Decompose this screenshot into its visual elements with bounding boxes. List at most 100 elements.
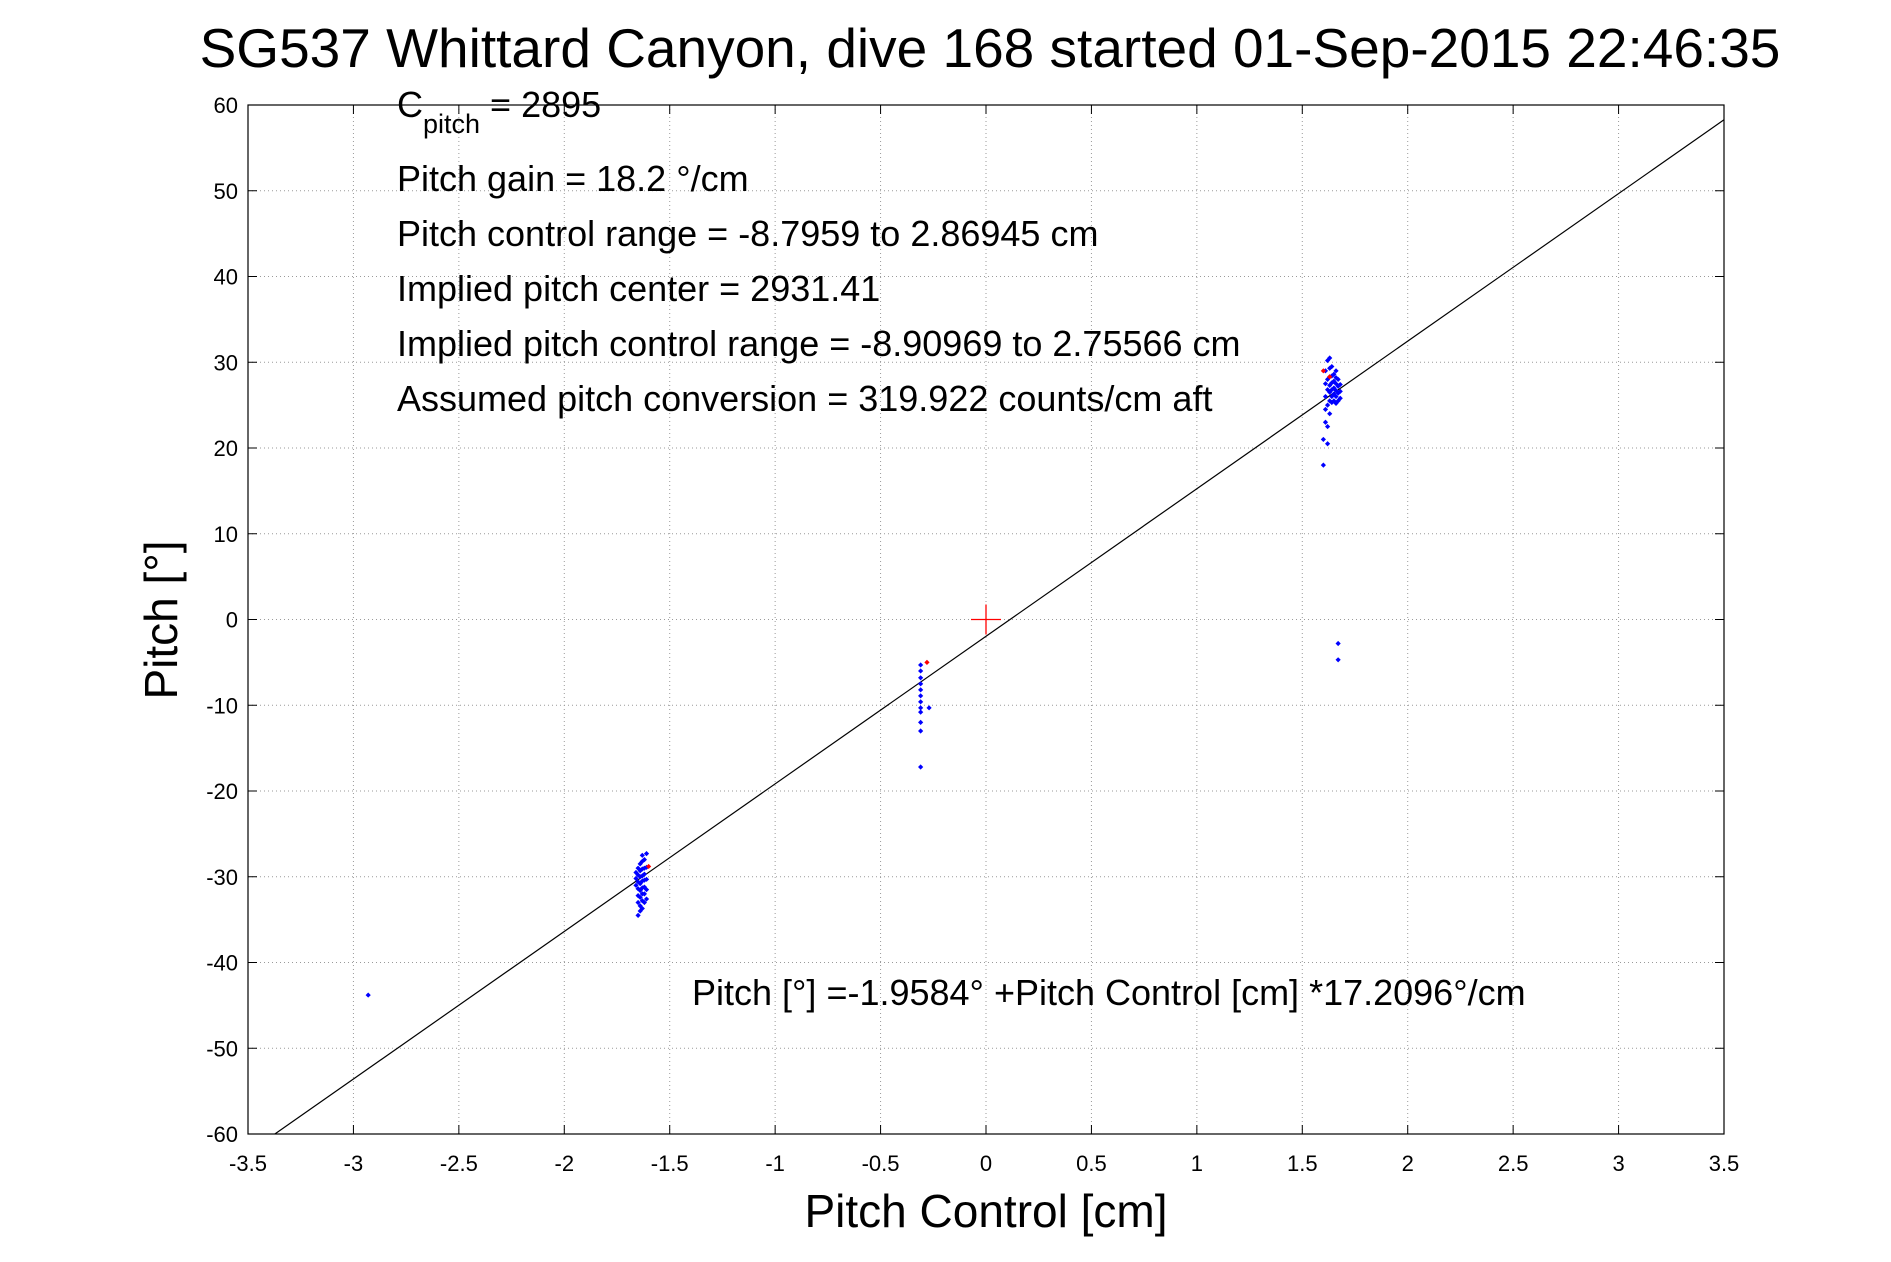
fit-equation-annotation: Pitch [°] =-1.9584° +Pitch Control [cm] … [692,972,1526,1013]
data-point [635,912,641,918]
y-tick-label: -40 [206,951,238,976]
data-point [918,699,924,705]
data-point [1337,388,1343,395]
data-point [918,728,924,734]
x-tick-label: 3 [1612,1151,1624,1176]
data-point [637,868,643,874]
data-point [1320,462,1326,468]
data-point [1322,406,1329,413]
c-pitch-subscript: pitch [423,109,480,139]
data-point [1324,423,1331,430]
x-tick-label: 0 [980,1151,992,1176]
data-point [918,687,924,693]
c-pitch-annotation: Cpitch = 2895 [397,84,601,139]
data-point [639,905,645,912]
y-tick-label: -10 [206,693,238,718]
data-point [635,886,641,892]
data-point [1333,368,1339,374]
data-point [918,705,924,711]
data-point [1327,411,1333,417]
data-point [641,871,648,877]
plot-frame [247,104,1725,1135]
data-point [633,882,639,888]
y-tick-label: -20 [206,779,238,804]
data-point [643,887,650,893]
data-point [633,875,639,882]
data-point [643,850,650,857]
data-point [918,709,924,715]
y-tick-label: 30 [214,350,238,375]
data-point [1331,398,1337,404]
x-tick-label: -3 [344,1151,364,1176]
x-tick-label: 3.5 [1709,1151,1740,1176]
data-point [635,899,641,906]
y-tick-label: 10 [214,522,238,547]
data-point [1331,378,1337,384]
x-tick-label: -1.5 [651,1151,689,1176]
data-point [918,719,924,725]
data-point [637,874,643,880]
x-tick-label: 1 [1191,1151,1203,1176]
x-tick-label: -3.5 [229,1151,267,1176]
data-point [1322,419,1329,425]
data-point [646,863,652,870]
data-point [1320,368,1326,374]
data-point [1327,355,1333,361]
data-point [639,885,645,891]
x-tick-label: -0.5 [862,1151,900,1176]
y-axis-label: Pitch [°] [135,540,187,699]
data-point [637,861,643,867]
implied-pitch-center-annotation: Implied pitch center = 2931.41 [397,268,880,309]
data-point [637,903,643,909]
data-point [641,891,648,897]
data-point [1327,374,1333,380]
y-tick-label: 60 [214,93,238,118]
data-point [1331,371,1337,377]
x-tick-label: 1.5 [1287,1151,1318,1176]
data-point [637,881,643,887]
data-point [639,852,645,858]
data-point [635,865,641,871]
data-point [918,681,924,687]
data-point [641,857,648,863]
data-points [365,355,1343,998]
data-point [1331,385,1337,391]
data-point [1337,395,1343,401]
data-point [918,668,924,674]
data-point [1335,376,1341,382]
data-point [926,705,932,711]
data-point [641,899,648,906]
data-point [1322,381,1329,387]
data-point [637,887,643,894]
data-point [1337,381,1343,388]
data-point [643,896,650,902]
pitch-gain-annotation: Pitch gain = 18.2 °/cm [397,158,749,199]
axis-ticks: -3.5 -3 -2.5 -2 -1.5 -1 -0.5 0 0.5 1 1.5 2 2.5 3 3.5 -6… [206,93,1739,1176]
data-point [1329,363,1335,370]
assumed-conversion-annotation: Assumed pitch conversion = 319.922 count… [397,378,1212,419]
center-marker-group [971,604,1001,635]
c-pitch-value: = 2895 [480,84,601,125]
x-tick-label: -2.5 [440,1151,478,1176]
pitch-control-range-annotation: Pitch control range = -8.7959 to 2.86945… [397,213,1098,254]
data-point [918,693,924,699]
data-point [639,873,645,879]
data-point [637,908,643,914]
data-point [635,893,641,899]
y-tick-label: -60 [206,1122,238,1147]
data-point [918,662,924,668]
data-point [1335,657,1341,663]
data-point [1320,436,1326,443]
data-point [365,992,371,998]
fit-line-group [274,119,1725,1135]
x-axis-label: Pitch Control [cm] [805,1185,1168,1237]
x-tick-label: 2 [1402,1151,1414,1176]
data-point [643,876,650,882]
data-point [637,894,643,900]
y-tick-label: 20 [214,436,238,461]
y-tick-label: 40 [214,265,238,290]
data-point [1331,391,1337,397]
data-point [1335,640,1341,647]
chart-title: SG537 Whittard Canyon, dive 168 started … [200,17,1781,79]
